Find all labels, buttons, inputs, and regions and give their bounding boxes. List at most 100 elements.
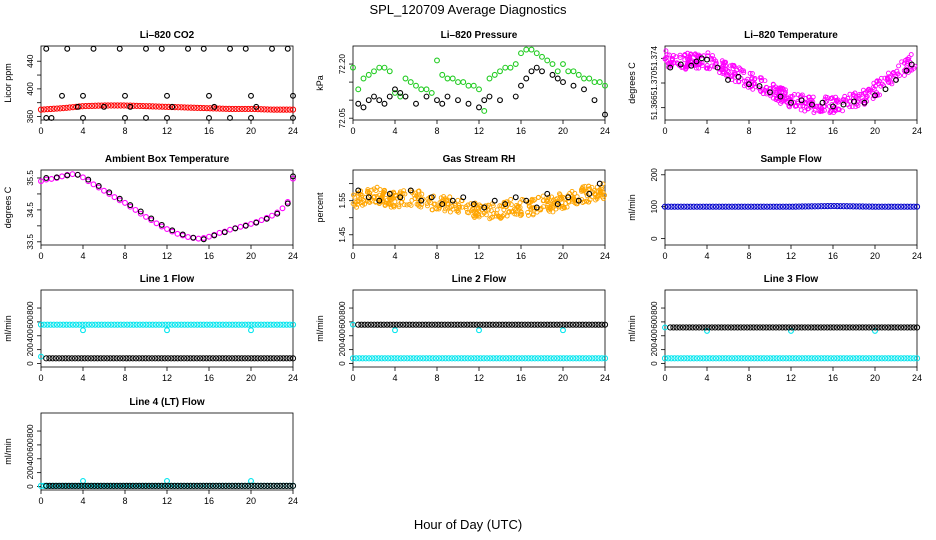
data-point <box>106 189 113 196</box>
data-point <box>361 321 368 328</box>
data-point <box>704 62 710 68</box>
data-point <box>722 203 729 210</box>
x-tick-label: 0 <box>350 251 355 261</box>
data-point <box>901 355 908 362</box>
data-point <box>193 482 200 489</box>
data-point <box>471 213 477 219</box>
data-point <box>876 78 882 84</box>
data-point <box>129 482 136 489</box>
data-point <box>563 355 570 362</box>
data-point <box>82 102 89 110</box>
data-point <box>37 106 45 113</box>
data-point <box>248 355 255 362</box>
data-point <box>553 197 559 203</box>
x-tick-label: 24 <box>912 126 922 136</box>
data-point <box>232 355 239 362</box>
data-point <box>391 355 398 362</box>
data-point <box>422 321 429 328</box>
data-point <box>441 321 448 328</box>
data-point <box>894 203 901 210</box>
data-point <box>699 324 706 331</box>
data-point <box>92 321 99 328</box>
data-point <box>470 82 477 89</box>
data-point <box>383 321 391 328</box>
data-point <box>783 203 790 210</box>
data-point <box>770 355 777 362</box>
data-point <box>518 355 526 362</box>
x-tick-label: 12 <box>786 126 796 136</box>
data-point <box>840 324 847 331</box>
data-point <box>379 195 385 200</box>
y-axis-label: Licor ppm <box>3 63 13 103</box>
data-point <box>371 194 377 200</box>
data-point <box>184 321 191 328</box>
data-point <box>235 482 242 489</box>
data-point <box>148 355 156 362</box>
data-point <box>409 321 416 328</box>
y-tick-label: 0 <box>338 361 347 366</box>
data-point <box>518 50 524 57</box>
data-point <box>212 482 220 489</box>
data-point <box>511 206 517 212</box>
data-point <box>550 355 558 362</box>
data-point <box>81 482 88 489</box>
data-point <box>840 203 847 210</box>
data-point <box>206 233 212 240</box>
data-point <box>565 194 572 201</box>
data-point <box>695 324 703 331</box>
data-point <box>436 355 443 362</box>
data-point <box>88 482 95 489</box>
data-point <box>762 88 768 94</box>
data-point <box>66 104 73 111</box>
data-point <box>854 99 860 104</box>
data-point <box>449 197 456 204</box>
y-tick-label: 400 <box>26 452 35 466</box>
data-point <box>770 203 777 210</box>
data-point <box>487 355 494 362</box>
data-point <box>381 64 388 71</box>
data-point <box>200 104 207 112</box>
data-point <box>754 203 761 210</box>
data-point <box>733 79 738 85</box>
data-point <box>354 204 359 210</box>
data-point <box>795 324 802 331</box>
data-point <box>391 204 397 210</box>
data-point <box>100 482 108 489</box>
x-tick-label: 0 <box>662 251 667 261</box>
data-point <box>104 321 112 328</box>
data-point <box>752 81 758 87</box>
data-point <box>586 190 593 197</box>
y-tick-label: 51.374 <box>650 46 659 71</box>
data-point <box>85 102 92 110</box>
data-point <box>725 203 732 210</box>
data-point <box>834 203 841 210</box>
data-point <box>365 97 372 104</box>
data-point <box>483 321 490 328</box>
data-point <box>769 324 776 331</box>
data-point <box>286 106 293 113</box>
data-point <box>806 94 812 100</box>
data-point <box>393 321 400 328</box>
data-point <box>242 45 249 52</box>
data-point <box>71 355 79 362</box>
data-point <box>280 482 287 489</box>
data-point <box>788 324 796 331</box>
series-1 <box>661 202 921 210</box>
data-point <box>155 355 162 362</box>
data-point <box>554 355 561 362</box>
data-point <box>68 482 75 489</box>
data-point <box>400 355 408 362</box>
x-tick-label: 20 <box>870 251 880 261</box>
data-point <box>843 203 850 210</box>
data-point <box>550 209 556 215</box>
data-point <box>279 205 286 212</box>
data-point <box>786 355 793 362</box>
x-tick-label: 0 <box>662 373 667 383</box>
data-point <box>64 172 71 179</box>
data-point <box>350 64 356 71</box>
data-point <box>570 68 577 75</box>
data-point <box>499 321 506 328</box>
data-point <box>267 321 274 328</box>
data-point <box>581 75 587 82</box>
data-point <box>451 355 459 362</box>
